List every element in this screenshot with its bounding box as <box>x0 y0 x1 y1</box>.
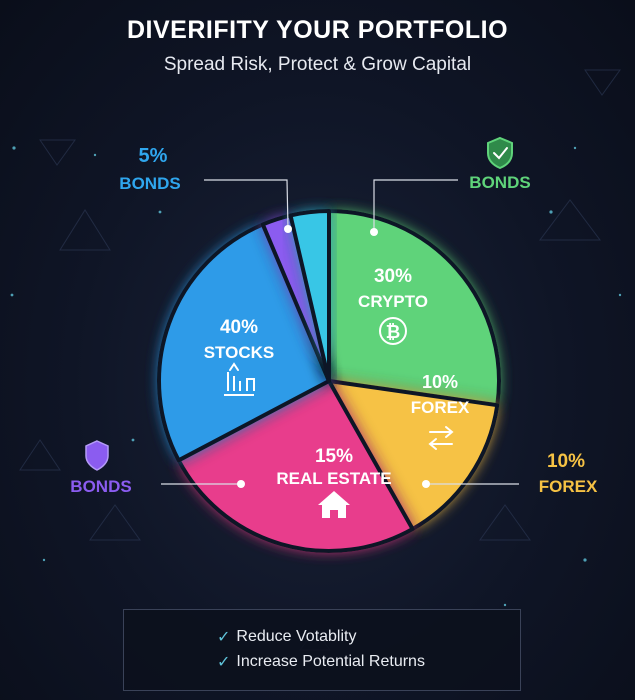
pie-slice-crypto <box>327 209 501 408</box>
leader-bonds-top-right-dot <box>370 228 378 236</box>
leader-bonds-top-left-dot <box>284 225 292 233</box>
stock-chart-icon <box>224 362 255 396</box>
forex-pct-label: 10% <box>422 372 458 392</box>
bonds-top-right-label: BONDS <box>469 173 530 192</box>
house-icon <box>318 491 350 518</box>
benefits-box: ✓ Reduce Votablity ✓ Increase Potential … <box>123 609 521 691</box>
benefit-item: ✓ Reduce Votablity <box>217 624 520 649</box>
forex-name-label: FOREX <box>411 398 470 417</box>
real-estate-name-label: REAL ESTATE <box>276 469 391 488</box>
benefit-item: ✓ Increase Potential Returns <box>217 649 520 674</box>
pie-slice-real-estate <box>176 379 415 553</box>
svg-text:₿: ₿ <box>386 322 401 343</box>
bonds-top-left-pct: 5% <box>139 145 168 167</box>
check-icon: ✓ <box>217 653 231 671</box>
bonds-top-left-label: BONDS <box>119 174 180 193</box>
bonds-left-label: BONDS <box>70 477 131 496</box>
forex-right-label: FOREX <box>539 477 598 496</box>
bitcoin-icon: ₿ <box>379 317 407 345</box>
leader-bonds-top-right <box>373 179 458 232</box>
pie-slice-forex <box>327 379 500 532</box>
real-estate-pct-label: 15% <box>315 446 353 467</box>
check-icon: ✓ <box>217 628 231 646</box>
leader-bonds-left-dot <box>237 480 245 488</box>
page-title: DIVERIFITY YOUR PORTFOLIO <box>126 16 509 44</box>
shield-icon <box>85 440 109 471</box>
leader-bonds-top-left <box>204 179 289 230</box>
page-subtitle: Spread Risk, Protect & Grow Capital <box>163 54 472 75</box>
stocks-name-label: STOCKS <box>204 343 275 362</box>
leader-forex-right-dot <box>422 480 430 488</box>
crypto-name-label: CRYPTO <box>358 292 428 311</box>
crypto-pct-label: 30% <box>374 266 412 287</box>
benefit-text: Increase Potential Returns <box>236 652 425 670</box>
shield-check-icon <box>487 136 513 170</box>
pie-slice-bonds-cyan <box>288 209 331 383</box>
benefit-text: Reduce Votablity <box>236 627 357 645</box>
forex-right-pct: 10% <box>547 451 585 472</box>
exchange-arrows-icon <box>428 426 454 450</box>
stocks-pct-label: 40% <box>220 317 258 338</box>
